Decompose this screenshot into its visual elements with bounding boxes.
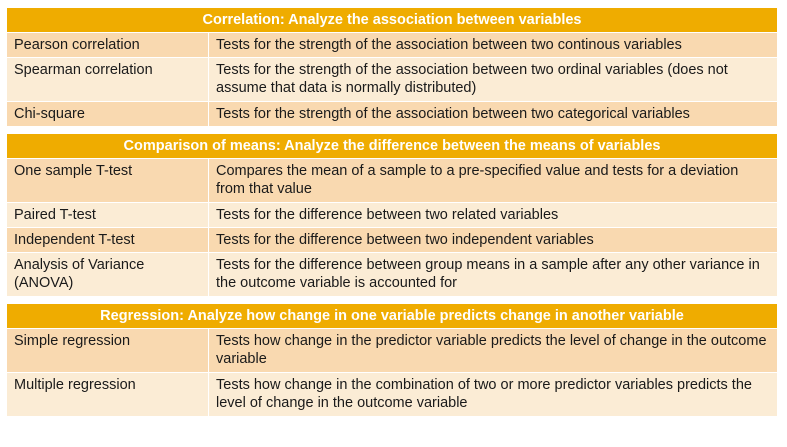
table-row: Analysis of Variance (ANOVA) Tests for t… [6, 252, 779, 297]
test-description: Tests for the difference between group m… [207, 252, 779, 297]
test-name: Independent T-test [6, 227, 209, 253]
test-description: Compares the mean of a sample to a pre-s… [207, 158, 779, 203]
test-description: Tests for the strength of the associatio… [208, 32, 778, 58]
test-name: Paired T-test [6, 202, 209, 228]
table-row: Pearson correlation Tests for the streng… [6, 32, 778, 58]
test-description: Tests for the strength of the associatio… [208, 57, 778, 102]
regression-table: Regression: Analyze how change in one va… [6, 303, 778, 417]
comparison-of-means-table: Comparison of means: Analyze the differe… [5, 133, 779, 297]
section-title: Comparison of means: Analyze the differe… [5, 133, 779, 159]
table-row: One sample T-test Compares the mean of a… [6, 158, 779, 203]
test-description: Tests for the strength of the associatio… [208, 101, 778, 127]
test-name: Analysis of Variance (ANOVA) [6, 252, 209, 297]
test-description: Tests how change in the predictor variab… [208, 328, 778, 373]
test-name: Spearman correlation [6, 57, 209, 102]
test-description: Tests for the difference between two rel… [207, 202, 779, 228]
test-name: Multiple regression [6, 372, 209, 417]
table-row: Paired T-test Tests for the difference b… [6, 202, 779, 228]
test-name: Pearson correlation [6, 32, 209, 58]
test-name: Simple regression [6, 328, 209, 373]
test-description: Tests for the difference between two ind… [207, 227, 779, 253]
statistical-tests-document: Correlation: Analyze the association bet… [5, 7, 779, 423]
table-row: Independent T-test Tests for the differe… [6, 227, 779, 253]
table-row: Chi-square Tests for the strength of the… [6, 101, 778, 127]
test-name: One sample T-test [6, 158, 209, 203]
section-title: Correlation: Analyze the association bet… [6, 7, 778, 33]
section-title: Regression: Analyze how change in one va… [6, 303, 778, 329]
correlation-table: Correlation: Analyze the association bet… [6, 7, 778, 127]
table-row: Multiple regression Tests how change in … [6, 372, 778, 417]
test-description: Tests how change in the combination of t… [208, 372, 778, 417]
table-row: Simple regression Tests how change in th… [6, 328, 778, 373]
table-row: Spearman correlation Tests for the stren… [6, 57, 778, 102]
test-name: Chi-square [6, 101, 209, 127]
